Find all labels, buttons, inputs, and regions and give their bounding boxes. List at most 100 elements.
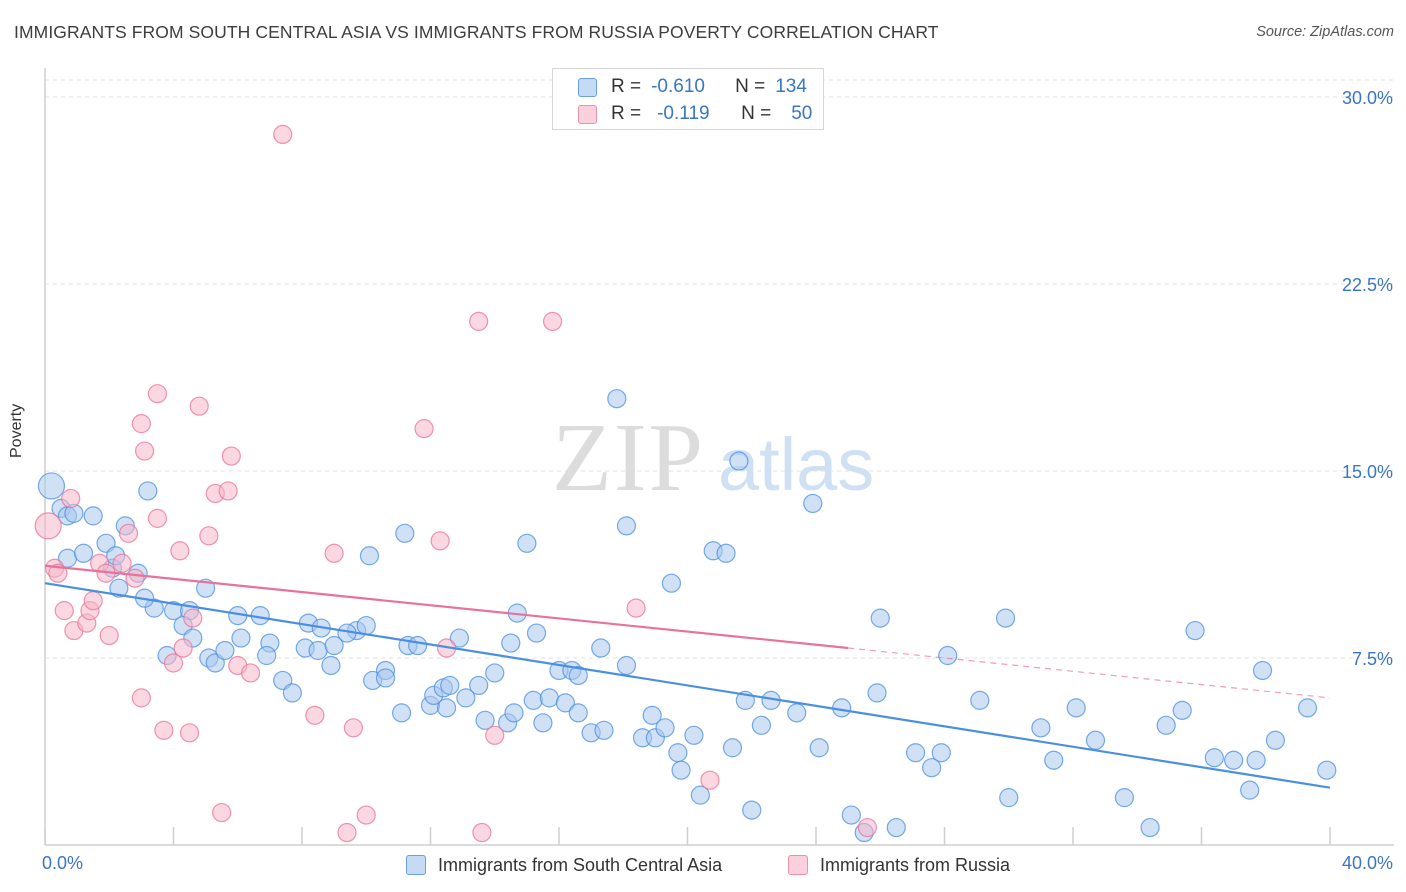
watermark-zip: ZIP bbox=[552, 404, 705, 512]
legend-item-south-central-asia[interactable]: Immigrants from South Central Asia bbox=[406, 852, 722, 878]
data-point bbox=[324, 543, 344, 563]
data-point bbox=[173, 638, 193, 658]
data-point bbox=[154, 720, 174, 740]
data-point bbox=[359, 546, 380, 566]
data-point bbox=[1317, 760, 1337, 780]
data-point bbox=[414, 419, 434, 439]
y-tick-label: 22.5% bbox=[1342, 275, 1393, 295]
data-point bbox=[221, 446, 241, 466]
data-point bbox=[504, 703, 524, 723]
data-point bbox=[112, 553, 132, 573]
data-point bbox=[1246, 750, 1266, 770]
data-point bbox=[343, 718, 363, 738]
y-axis-label: Poverty bbox=[8, 403, 25, 458]
r-value: -0.119 bbox=[657, 103, 710, 124]
data-point bbox=[241, 663, 261, 683]
data-point bbox=[938, 645, 958, 666]
data-point bbox=[408, 635, 428, 656]
legend-label: Immigrants from Russia bbox=[820, 854, 1011, 875]
data-point bbox=[905, 743, 926, 763]
data-point bbox=[125, 568, 145, 588]
data-point bbox=[999, 788, 1019, 808]
data-point bbox=[568, 665, 588, 686]
data-point bbox=[99, 625, 119, 646]
data-point bbox=[456, 688, 476, 708]
data-point bbox=[671, 760, 691, 780]
data-point bbox=[183, 608, 203, 628]
n-label: N = bbox=[735, 76, 766, 97]
y-tick-label: 30.0% bbox=[1342, 88, 1393, 108]
data-point bbox=[305, 705, 325, 725]
data-point bbox=[1297, 698, 1318, 718]
chart-title: IMMIGRANTS FROM SOUTH CENTRAL ASIA VS IM… bbox=[14, 22, 939, 42]
legend-label: Immigrants from South Central Asia bbox=[438, 854, 723, 875]
data-point bbox=[931, 743, 951, 763]
data-point bbox=[700, 770, 720, 790]
data-point bbox=[690, 785, 710, 805]
legend-swatch-blue bbox=[406, 855, 426, 875]
data-point bbox=[803, 493, 823, 514]
data-point bbox=[308, 640, 328, 661]
gridlines bbox=[45, 79, 1394, 659]
data-point bbox=[282, 683, 302, 703]
data-point bbox=[131, 688, 151, 708]
data-point bbox=[34, 512, 62, 540]
data-point bbox=[594, 720, 614, 740]
data-point bbox=[1044, 750, 1064, 770]
trendline-russia-extension bbox=[848, 647, 1331, 699]
data-point bbox=[616, 516, 637, 536]
data-point bbox=[526, 623, 547, 643]
data-point bbox=[1172, 700, 1192, 720]
data-point bbox=[542, 311, 563, 331]
swatch-blue bbox=[578, 77, 597, 97]
data-point bbox=[147, 508, 168, 528]
data-point bbox=[469, 675, 489, 696]
n-value: 134 bbox=[775, 76, 807, 97]
data-point bbox=[321, 655, 341, 676]
data-point bbox=[716, 543, 736, 563]
r-label: R = bbox=[611, 76, 642, 97]
series-russia bbox=[34, 124, 878, 843]
data-point bbox=[1066, 698, 1086, 718]
data-point bbox=[118, 523, 139, 543]
legend-swatch-pink bbox=[788, 855, 808, 875]
tick-labels: 7.5% 15.0% 22.5% 30.0% 0.0% 40.0% bbox=[42, 88, 1393, 873]
data-point bbox=[742, 800, 762, 820]
watermark: ZIP atlas bbox=[552, 404, 874, 512]
data-point bbox=[83, 506, 103, 526]
data-point bbox=[787, 703, 807, 723]
data-point bbox=[440, 675, 460, 696]
legend-item-russia[interactable]: Immigrants from Russia bbox=[788, 852, 1010, 878]
data-point bbox=[395, 523, 415, 543]
data-point bbox=[147, 384, 168, 404]
data-point bbox=[1252, 660, 1273, 681]
trendlines bbox=[44, 564, 1331, 789]
data-point bbox=[1265, 730, 1285, 750]
y-tick-label: 15.0% bbox=[1342, 462, 1393, 482]
trendline-russia bbox=[44, 564, 849, 650]
data-point bbox=[642, 705, 662, 725]
data-point bbox=[1240, 780, 1260, 800]
data-point bbox=[684, 725, 704, 745]
data-point bbox=[356, 805, 376, 825]
data-point bbox=[533, 713, 553, 733]
stats-row-south-central-asia: R = -0.610 N = 134 bbox=[578, 75, 807, 99]
data-point bbox=[469, 311, 489, 331]
data-point bbox=[54, 601, 74, 621]
data-point bbox=[1185, 620, 1205, 641]
data-point bbox=[134, 441, 155, 461]
data-point bbox=[1224, 750, 1244, 770]
x-tick-label: 0.0% bbox=[42, 853, 83, 873]
data-point bbox=[867, 683, 887, 703]
data-point bbox=[189, 396, 209, 416]
data-point bbox=[257, 645, 277, 666]
data-point bbox=[1114, 788, 1135, 808]
data-point bbox=[131, 414, 151, 434]
stats-row-russia: R = -0.119 N = 50 bbox=[578, 102, 812, 126]
data-point bbox=[472, 822, 492, 843]
data-point bbox=[485, 663, 505, 683]
data-point bbox=[655, 718, 675, 738]
data-point bbox=[523, 690, 543, 710]
data-point bbox=[212, 802, 232, 823]
data-point bbox=[436, 698, 457, 718]
